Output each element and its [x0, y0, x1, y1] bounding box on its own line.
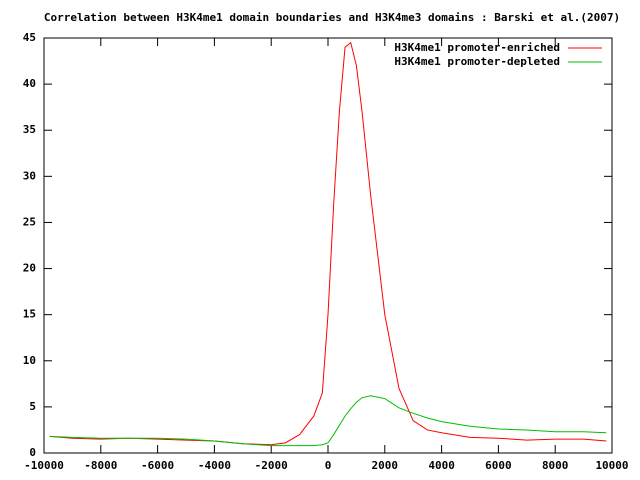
plot-frame — [43, 37, 613, 454]
y-tick-label: 10 — [23, 354, 36, 367]
x-tick-label: -8000 — [84, 459, 117, 472]
x-tick-label: -10000 — [24, 459, 64, 472]
x-tick-label: -2000 — [255, 459, 288, 472]
y-tick-label: 25 — [23, 215, 36, 228]
x-tick-label: -6000 — [141, 459, 174, 472]
chart-title: Correlation between H3K4me1 domain bound… — [44, 11, 620, 24]
data-line — [49, 41, 607, 446]
y-tick-label: 20 — [23, 262, 36, 275]
x-tick-label: 8000 — [542, 459, 569, 472]
y-tick-label: 40 — [23, 77, 36, 90]
x-tick-label: 0 — [325, 459, 332, 472]
y-tick-label: 30 — [23, 169, 36, 182]
y-tick-label: 0 — [29, 446, 36, 459]
y-tick-label: 15 — [23, 308, 36, 321]
x-tick-label: 4000 — [428, 459, 455, 472]
y-tick-label: 35 — [23, 123, 36, 136]
data-line — [49, 395, 607, 447]
x-tick-label: 10000 — [595, 459, 628, 472]
x-tick-label: 6000 — [485, 459, 512, 472]
y-tick-label: 45 — [23, 31, 36, 44]
y-tick-label: 5 — [29, 400, 36, 413]
legend-label: H3K4me1 promoter-enriched — [394, 41, 560, 54]
x-tick-label: 2000 — [372, 459, 399, 472]
legend-label: H3K4me1 promoter-depleted — [394, 55, 560, 68]
x-tick-label: -4000 — [198, 459, 231, 472]
